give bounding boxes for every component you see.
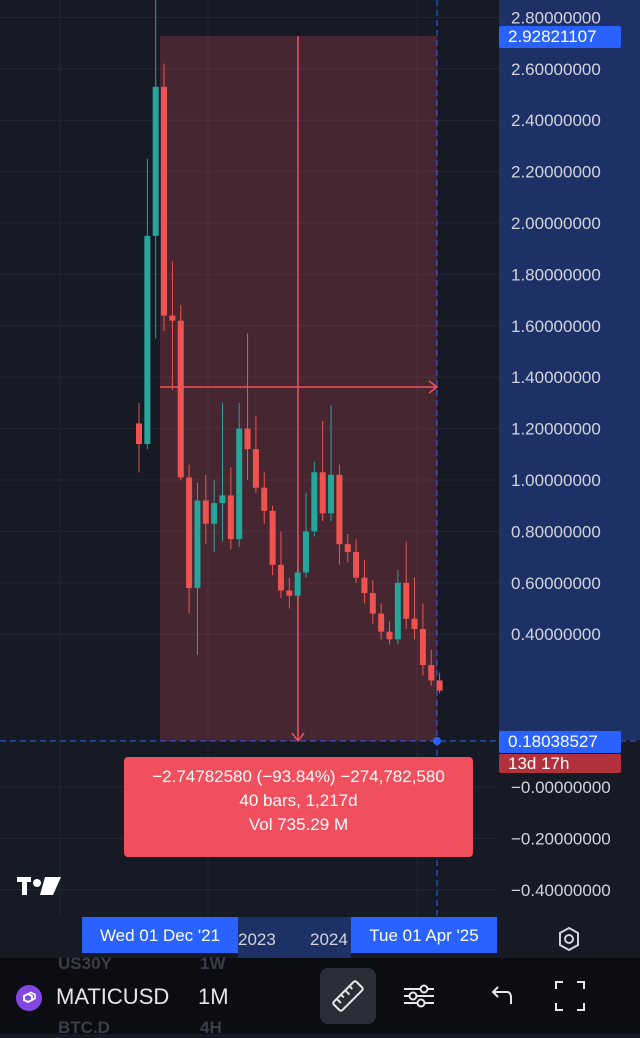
time-axis-label: 2024 bbox=[310, 930, 348, 949]
ghost-symbol-1: US30Y bbox=[58, 954, 112, 973]
ghost-interval-1: 1W bbox=[200, 954, 226, 973]
candle-body bbox=[361, 577, 368, 594]
candle-body bbox=[411, 618, 418, 630]
candle-body bbox=[236, 428, 243, 540]
ruler-icon bbox=[332, 980, 364, 1012]
time-axis-highlight bbox=[238, 917, 351, 958]
price-axis-highlight bbox=[499, 0, 640, 740]
settings-button[interactable] bbox=[556, 926, 582, 952]
candle-body bbox=[277, 564, 284, 591]
candle-body bbox=[311, 472, 318, 532]
bottom-toolbar: US30Y 1W BTC.D 4H bbox=[0, 954, 640, 1037]
sliders-icon bbox=[404, 984, 434, 1008]
symbol-logo-icon[interactable] bbox=[16, 985, 42, 1011]
interval-selector[interactable]: 1M bbox=[198, 984, 229, 1009]
candle-body bbox=[303, 531, 309, 573]
price-axis-label: 1.00000000 bbox=[511, 471, 601, 490]
candle-body bbox=[186, 477, 193, 588]
measure-tool-button[interactable] bbox=[320, 968, 376, 1024]
candle-body bbox=[336, 474, 343, 545]
last-price-tag: 0.18038527 bbox=[499, 731, 621, 753]
indicators-settings-button[interactable] bbox=[391, 968, 447, 1024]
undo-icon bbox=[491, 986, 512, 1004]
price-axis-label: 2.40000000 bbox=[511, 111, 601, 130]
crosshair-point bbox=[433, 737, 441, 745]
candle-body bbox=[428, 665, 435, 681]
candle-body bbox=[227, 495, 234, 540]
candle-body bbox=[136, 423, 142, 445]
candle-body bbox=[219, 495, 226, 504]
price-axis-label: −0.20000000 bbox=[511, 829, 611, 848]
candle-body bbox=[161, 86, 168, 316]
candle-body bbox=[152, 86, 159, 236]
symbol-selector[interactable]: MATICUSD bbox=[56, 984, 170, 1009]
candle-body bbox=[386, 631, 393, 640]
candle-body bbox=[328, 474, 335, 514]
measure-bars: 40 bars, 1,217d bbox=[239, 791, 358, 810]
candle-body bbox=[169, 315, 176, 321]
candle-body bbox=[294, 572, 301, 596]
price-axis-label: 1.80000000 bbox=[511, 265, 601, 284]
candle-body bbox=[344, 544, 351, 552]
price-axis-label: 2.80000000 bbox=[511, 8, 601, 27]
price-axis-label: 0.60000000 bbox=[511, 574, 601, 593]
candle-body bbox=[394, 582, 401, 640]
candle-body bbox=[369, 593, 376, 614]
candle-body bbox=[194, 500, 201, 588]
measure-volume: Vol 735.29 M bbox=[248, 815, 349, 834]
start-date-tag: Wed 01 Dec '21 bbox=[82, 917, 238, 953]
candle-body bbox=[252, 449, 259, 488]
fullscreen-icon bbox=[555, 981, 585, 1011]
candle-body bbox=[244, 428, 251, 450]
candle-body bbox=[269, 510, 276, 565]
price-axis-label: 2.20000000 bbox=[511, 163, 601, 182]
current-price-tag: 2.92821107 bbox=[499, 26, 621, 48]
countdown-tag: 13d 17h bbox=[499, 754, 621, 773]
price-axis-label: 1.60000000 bbox=[511, 317, 601, 336]
measure-tooltip: −2.74782580 (−93.84%) −274,782,580 40 ba… bbox=[124, 757, 473, 857]
candle-body bbox=[378, 613, 385, 632]
candle-body bbox=[319, 472, 326, 514]
fullscreen-button[interactable] bbox=[542, 968, 598, 1024]
measure-change: −2.74782580 (−93.84%) −274,782,580 bbox=[152, 767, 445, 786]
candle-body bbox=[261, 487, 268, 511]
measure-arrow-head bbox=[291, 732, 305, 743]
tradingview-logo-icon bbox=[17, 877, 61, 895]
candle-body bbox=[177, 320, 184, 478]
price-axis-label: 0.80000000 bbox=[511, 522, 601, 541]
logo bbox=[17, 873, 63, 899]
price-axis-label: 2.00000000 bbox=[511, 214, 601, 233]
candle-body bbox=[419, 629, 426, 666]
undo-button[interactable] bbox=[471, 968, 527, 1024]
candle-body bbox=[403, 582, 410, 619]
candle-body bbox=[353, 551, 360, 578]
price-axis-label: −0.40000000 bbox=[511, 881, 611, 900]
candle-body bbox=[144, 235, 151, 445]
candle-body bbox=[286, 590, 293, 596]
polygon-coin-icon bbox=[23, 991, 36, 1004]
ghost-symbol-2: BTC.D bbox=[58, 1018, 110, 1037]
price-chart[interactable]: 3.000000002.800000002.600000002.40000000… bbox=[0, 0, 640, 958]
price-axis-label: 0.40000000 bbox=[511, 625, 601, 644]
price-axis-label: 1.40000000 bbox=[511, 368, 601, 387]
measure-arrow-head bbox=[428, 380, 439, 394]
price-axis-label: 1.20000000 bbox=[511, 420, 601, 439]
price-axis-label: 2.60000000 bbox=[511, 60, 601, 79]
ghost-interval-2: 4H bbox=[200, 1018, 222, 1037]
settings-icon bbox=[559, 926, 579, 952]
candle-body bbox=[202, 500, 209, 524]
time-axis-label: 2023 bbox=[238, 930, 276, 949]
price-axis-label: −0.00000000 bbox=[511, 778, 611, 797]
end-date-tag: Tue 01 Apr '25 bbox=[351, 917, 497, 953]
candle-body bbox=[211, 503, 218, 524]
candle-body bbox=[436, 680, 443, 691]
